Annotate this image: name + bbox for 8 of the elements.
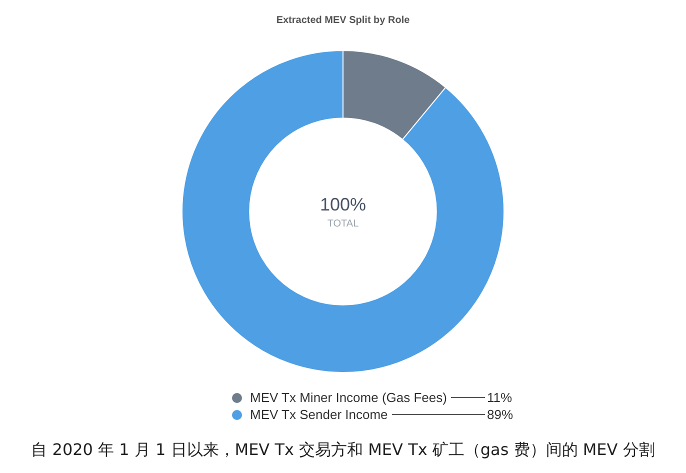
data-label: 11%: [486, 390, 512, 405]
text: TOTAL: [327, 218, 360, 230]
text: 100%: [320, 194, 366, 214]
legend-label: MEV Tx Sender Income: [250, 407, 388, 422]
data-label: 89%: [486, 407, 514, 422]
text: 自 2020 年 1 月 1 日以来，MEV Tx 交易方和 MEV Tx 矿工（gas 费）间的 MEV 分割: [30, 440, 656, 461]
chart-title: Extracted MEV Split by Role: [276, 14, 410, 26]
legend-label: MEV Tx Miner Income (Gas Fees): [250, 390, 447, 405]
